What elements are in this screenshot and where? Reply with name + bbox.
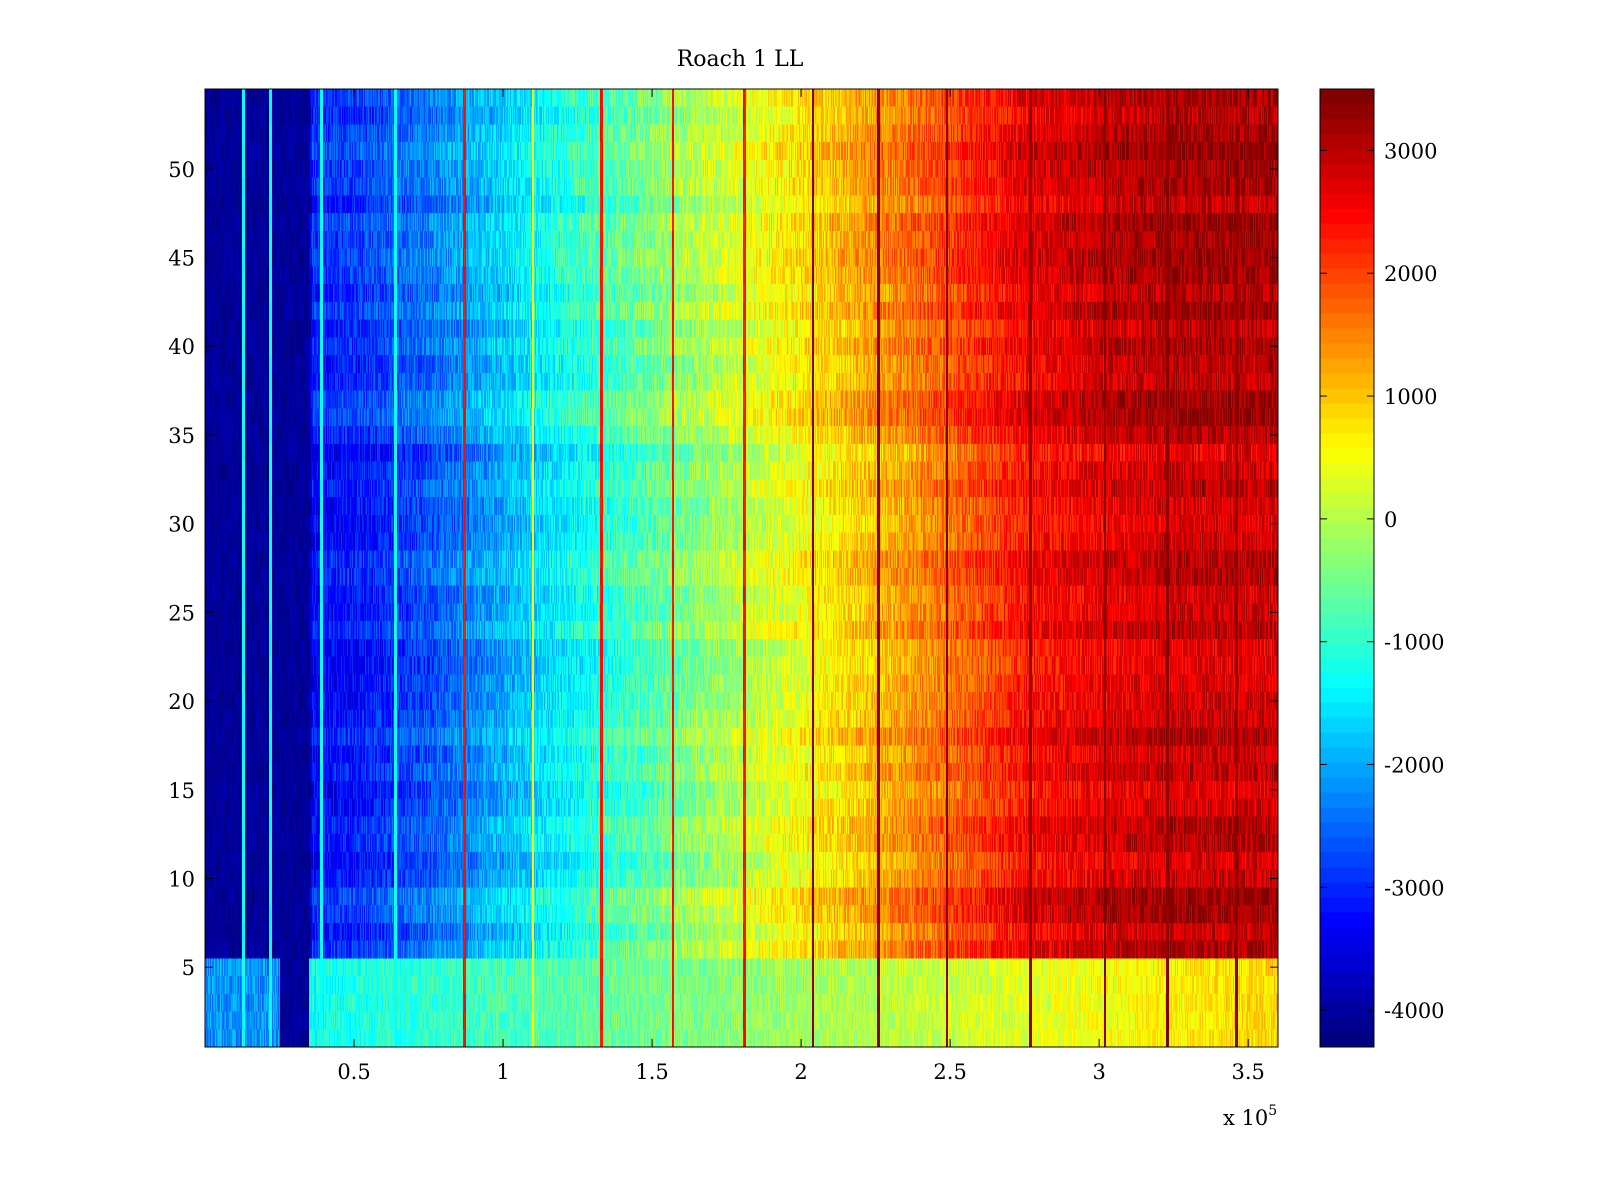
x-tick-label: 3.5 [1231, 1060, 1264, 1084]
y-tick-label: 5 [182, 956, 195, 980]
x-tick-label: 1.5 [635, 1060, 668, 1084]
y-tick-label: 40 [168, 335, 195, 359]
colorbar-tick-label: 3000 [1384, 139, 1437, 163]
y-tick-label: 25 [168, 601, 195, 625]
colorbar-tick-label: -4000 [1384, 999, 1445, 1023]
x-tick-label: 3 [1092, 1060, 1105, 1084]
y-tick-label: 10 [168, 867, 195, 891]
heatmap-cells [205, 89, 1278, 1047]
x-axis-multiplier: x 105 [1223, 1103, 1277, 1130]
x-tick-label: 2 [794, 1060, 807, 1084]
x-tick-label: 1 [496, 1060, 509, 1084]
y-tick-label: 30 [168, 513, 195, 537]
y-tick-label: 50 [168, 158, 195, 182]
colorbar-gradient [1320, 89, 1374, 1047]
colorbar-frame [1319, 88, 1375, 1048]
y-tick-label: 35 [168, 424, 195, 448]
chart-title: Roach 1 LL [677, 47, 804, 72]
colorbar-tick-label: -2000 [1384, 754, 1445, 778]
x-tick-label: 2.5 [933, 1060, 966, 1084]
colorbar-tick-label: -1000 [1384, 631, 1445, 655]
colorbar-tick-label: 0 [1384, 508, 1397, 532]
y-tick-label: 20 [168, 690, 195, 714]
y-tick-label: 15 [168, 779, 195, 803]
x-multiplier-base: x 10 [1223, 1106, 1268, 1130]
plot-frame [204, 88, 1279, 1048]
x-tick-label: 0.5 [337, 1060, 370, 1084]
y-axis: 5 10 15 20 25 30 35 40 45 50 [168, 158, 1278, 980]
colorbar-tick-label: 1000 [1384, 385, 1437, 409]
colorbar-tick-label: -3000 [1384, 876, 1445, 900]
colorbar-tick-label: 2000 [1384, 262, 1437, 286]
colorbar-axis: 3000 2000 1000 0 -1000 -2000 -3000 -4000 [1320, 139, 1445, 1023]
y-tick-label: 45 [168, 247, 195, 271]
x-axis: 0.5 1 1.5 2 2.5 3 3.5 [337, 89, 1265, 1084]
x-multiplier-exponent: 5 [1268, 1103, 1277, 1119]
